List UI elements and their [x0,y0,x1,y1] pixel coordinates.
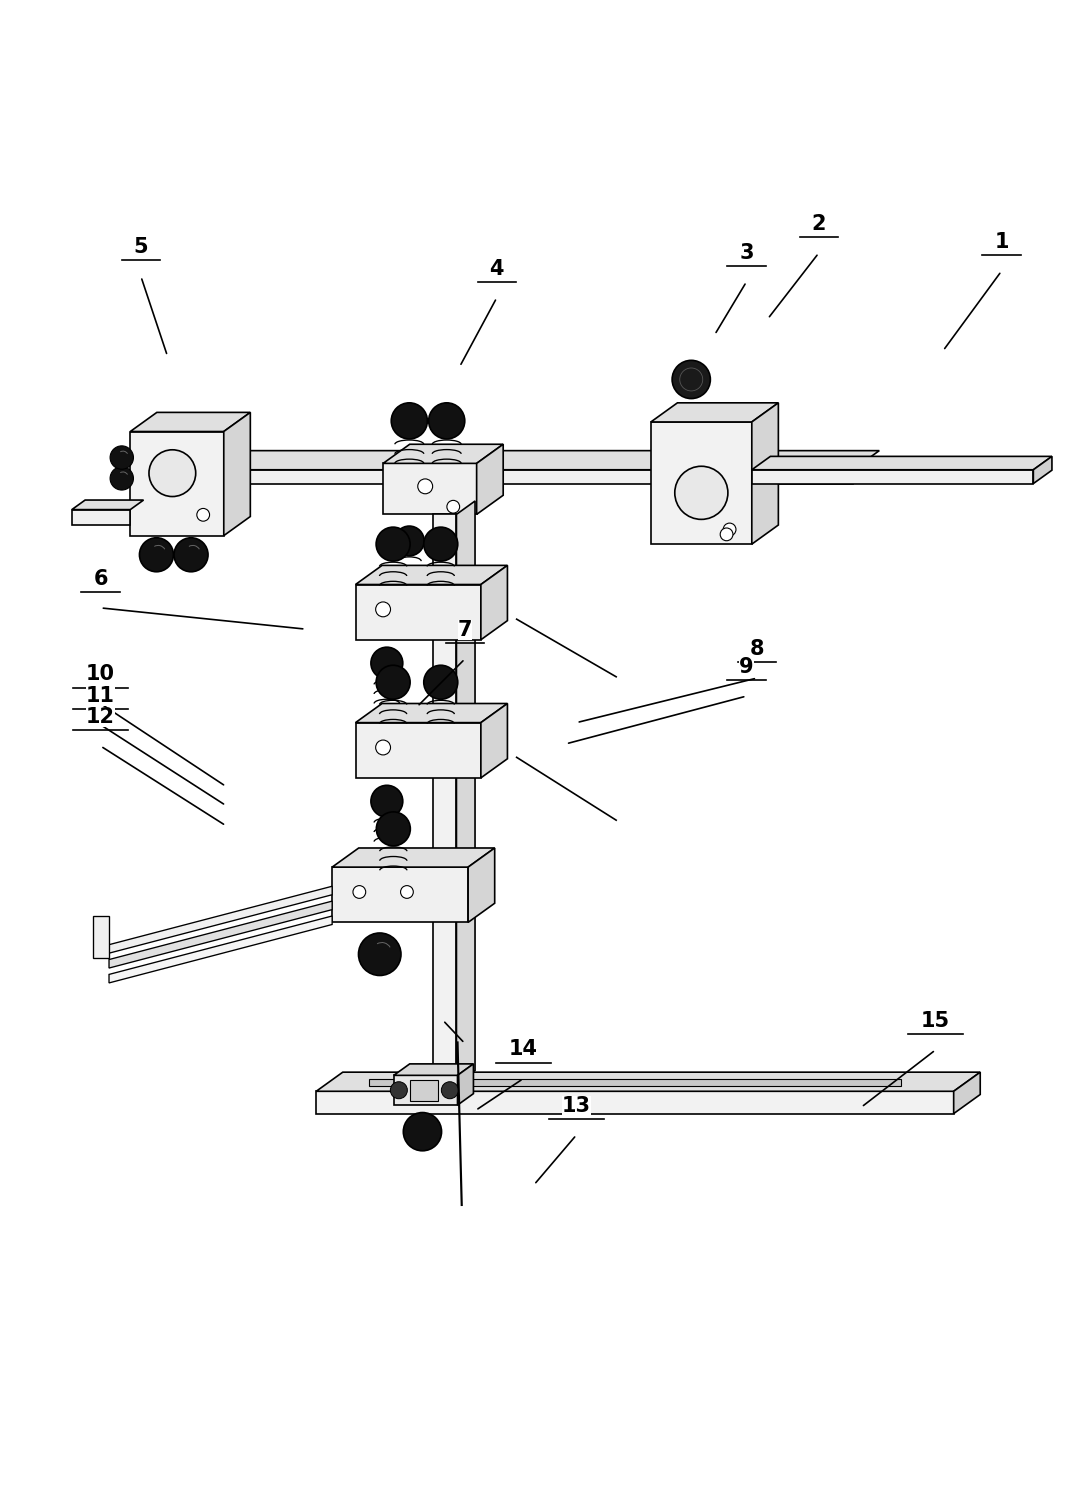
Polygon shape [650,423,752,545]
Polygon shape [752,456,1052,469]
Polygon shape [481,566,507,640]
Text: 10: 10 [87,664,115,685]
Polygon shape [476,444,503,515]
Text: 12: 12 [87,706,115,727]
Text: 2: 2 [812,214,826,234]
Polygon shape [93,916,109,958]
Circle shape [431,527,461,555]
Circle shape [675,466,728,519]
Polygon shape [468,848,494,922]
Text: 11: 11 [87,685,115,706]
Polygon shape [954,1073,980,1114]
Circle shape [441,1082,458,1099]
Circle shape [376,665,410,699]
Circle shape [359,933,400,975]
Polygon shape [650,403,779,423]
Polygon shape [316,1091,954,1114]
Polygon shape [200,451,879,469]
Polygon shape [752,469,1034,483]
Polygon shape [394,1064,473,1076]
Polygon shape [752,403,779,545]
Polygon shape [130,412,250,432]
Polygon shape [394,1076,457,1105]
Polygon shape [332,868,468,922]
Text: 1: 1 [994,232,1008,252]
Polygon shape [383,444,503,463]
Circle shape [140,537,173,572]
Polygon shape [456,501,475,1083]
Circle shape [723,524,736,536]
Circle shape [720,528,733,540]
Text: 14: 14 [508,1040,538,1059]
Text: 8: 8 [750,638,765,659]
Circle shape [174,537,208,572]
Text: 7: 7 [458,620,472,640]
Circle shape [371,647,403,679]
Circle shape [110,466,134,490]
Text: 13: 13 [562,1096,591,1115]
Polygon shape [316,1073,980,1091]
Circle shape [391,1082,407,1099]
Polygon shape [370,1079,900,1085]
Polygon shape [481,703,507,777]
Circle shape [424,665,458,699]
Polygon shape [356,723,481,777]
Polygon shape [109,886,332,954]
Text: 15: 15 [921,1011,951,1031]
Polygon shape [109,916,332,982]
Circle shape [672,361,710,398]
Polygon shape [332,848,494,868]
Circle shape [428,403,465,439]
Circle shape [110,445,134,469]
Polygon shape [383,463,476,515]
Polygon shape [356,566,507,584]
Circle shape [418,478,433,493]
Polygon shape [109,901,332,969]
Polygon shape [433,515,456,1083]
Circle shape [391,403,427,439]
Bar [410,1080,438,1100]
Text: 9: 9 [739,656,754,678]
Circle shape [394,527,424,555]
Polygon shape [224,412,250,536]
Polygon shape [72,499,143,510]
Circle shape [148,450,195,496]
Circle shape [371,785,403,818]
Polygon shape [1034,456,1052,483]
Circle shape [404,1112,441,1151]
Polygon shape [130,432,224,536]
Circle shape [424,527,458,561]
Polygon shape [72,510,130,525]
Polygon shape [356,703,507,723]
Circle shape [446,501,459,513]
Circle shape [376,739,391,754]
Circle shape [376,527,410,561]
Text: 4: 4 [489,258,504,279]
Text: 5: 5 [134,237,148,257]
Text: 6: 6 [93,569,108,589]
Circle shape [197,509,209,521]
Polygon shape [200,469,852,483]
Polygon shape [457,1064,473,1105]
Circle shape [376,602,391,617]
Circle shape [376,812,410,847]
Polygon shape [356,584,481,640]
Text: 3: 3 [739,243,754,263]
Circle shape [400,886,413,898]
Circle shape [352,886,365,898]
